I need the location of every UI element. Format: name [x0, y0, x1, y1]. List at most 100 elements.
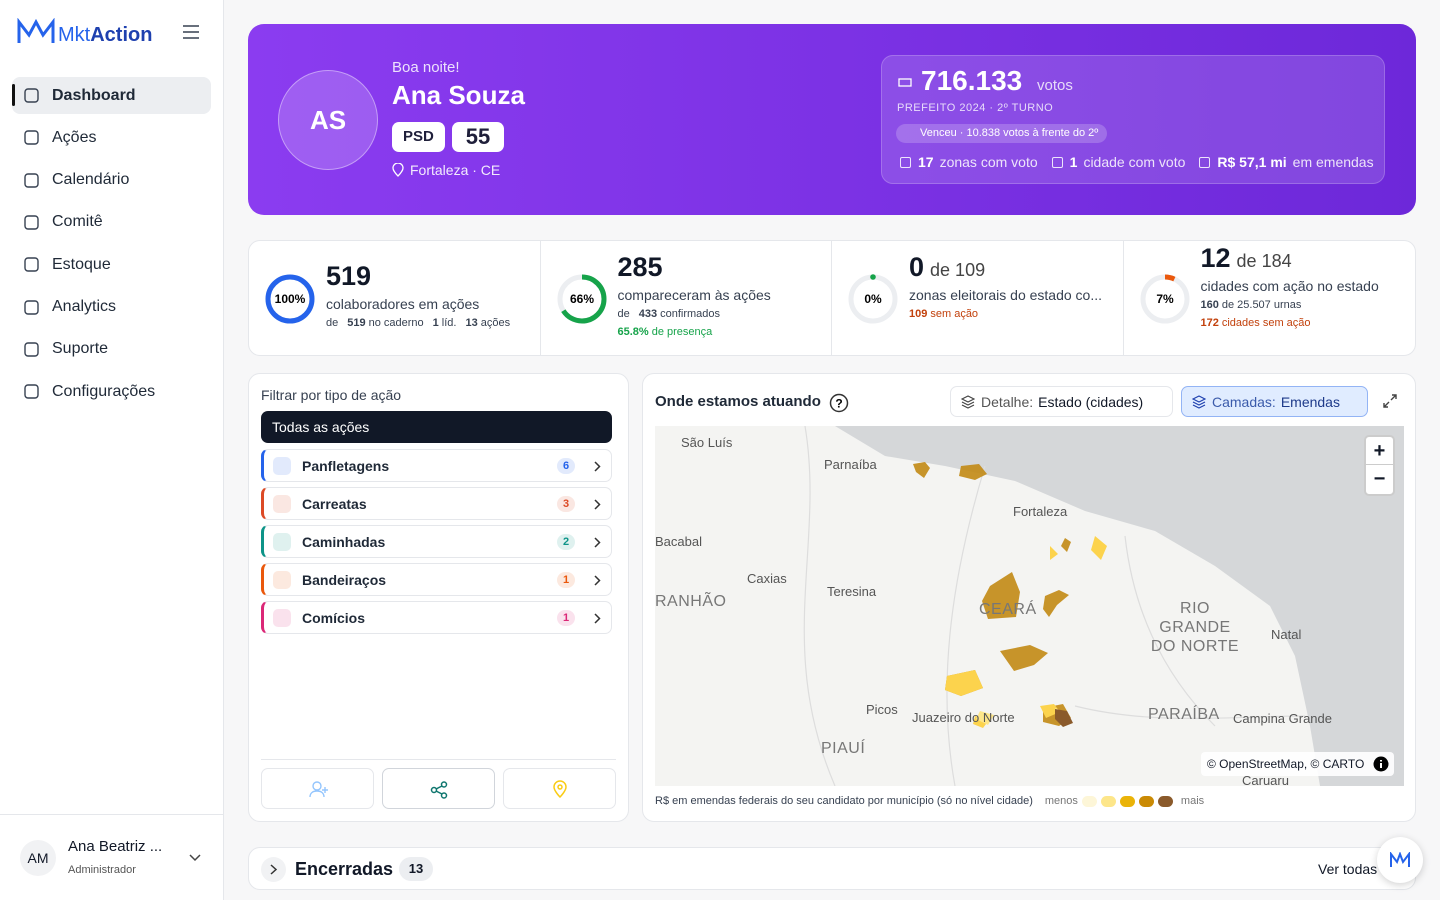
detail-part: de presença	[651, 326, 713, 338]
map-label: Natal	[1271, 627, 1302, 642]
detail-select[interactable]: Detalhe: Estado (cidades)	[950, 386, 1173, 417]
assistant-button[interactable]	[1377, 837, 1423, 883]
nav-item[interactable]: Estoque	[12, 246, 211, 283]
nav-icon	[24, 299, 39, 315]
progress-ring: 66%	[557, 274, 606, 324]
kpi-caption: zonas eleitorais do estado co...	[909, 287, 1103, 303]
filter-icon	[273, 533, 291, 551]
map-title: Onde estamos atuando	[655, 393, 821, 410]
info-icon[interactable]	[1373, 756, 1389, 772]
nav-item[interactable]: Calendário	[12, 162, 211, 199]
ring-arc	[1140, 274, 1189, 324]
nav-item[interactable]: Suporte	[12, 331, 211, 368]
map-label: PARAÍBA	[1148, 706, 1220, 723]
map-label: PIAUÍ	[821, 740, 866, 757]
nav-item[interactable]: Dashboard	[12, 77, 211, 114]
zoom-in[interactable]: +	[1366, 437, 1393, 465]
kpi-caption: cidades com ação no estado	[1200, 278, 1379, 294]
chevron-path	[594, 461, 601, 472]
chevron-path	[594, 499, 601, 510]
icon-shape	[24, 384, 39, 399]
detail-part: 13	[465, 317, 478, 329]
detail-part: 109	[909, 308, 928, 320]
nav-item[interactable]: Ações	[12, 119, 211, 156]
filter-item[interactable]: Panfletagens 6	[261, 449, 612, 482]
filter-count: 1	[557, 572, 575, 588]
share-button[interactable]	[382, 768, 495, 809]
closed-count: 13	[399, 857, 433, 881]
chevron-path	[594, 575, 601, 586]
user-role: Administrador	[68, 864, 136, 876]
ring-arc	[870, 274, 876, 280]
zoom-out[interactable]: −	[1373, 468, 1386, 490]
filter-item[interactable]: Comícios 1	[261, 601, 612, 634]
kpi-main: 285	[618, 252, 663, 283]
closed-title: Encerradas	[295, 859, 394, 879]
nav-item[interactable]: Comitê	[12, 204, 211, 241]
ring-label: 100%	[275, 292, 306, 306]
result-box: 716.133 votos PREFEITO 2024 · 2º TURNO V…	[881, 55, 1385, 184]
legend-caption: R$ em emendas federais do seu candidato …	[655, 795, 1033, 807]
kpi-main: 12 de 184	[1201, 243, 1292, 274]
hero-stat-value: 1	[1069, 154, 1078, 170]
user-box[interactable]: AM Ana Beatriz ... Administrador	[0, 814, 223, 900]
map-label: Caxias	[747, 571, 787, 586]
chevron	[594, 575, 601, 586]
nav-icon	[24, 342, 39, 357]
filter-item[interactable]: Caminhadas 2	[261, 525, 612, 558]
location-button[interactable]	[503, 768, 616, 809]
detail-part: confirmados	[660, 308, 721, 320]
add-user-button[interactable]	[261, 768, 374, 809]
progress-ring: 0%	[848, 274, 898, 324]
nav-item[interactable]: Configurações	[12, 373, 211, 410]
filter-icon	[273, 495, 291, 513]
chevron	[189, 854, 201, 862]
filter-item[interactable]: Carreatas 3	[261, 487, 612, 520]
avatar: AS	[278, 70, 378, 170]
map[interactable]: + − © OpenStreetMap, © CARTO São Luís Par…	[655, 426, 1404, 786]
filter-card: Filtrar por tipo de ação Todas as ações …	[248, 373, 629, 822]
map-label: CEARÁ	[979, 601, 1037, 618]
filter-label: Panfletagens	[302, 457, 390, 474]
sidebar: MktAction Dashboard Ações Calendário Comitê…	[0, 0, 224, 900]
legend-swatch	[1119, 795, 1135, 807]
nav-icon	[24, 172, 39, 188]
kpi-of: de 184	[1236, 251, 1292, 271]
closed-section: Encerradas 13 Ver todas	[248, 847, 1416, 890]
filter-all[interactable]: Todas as ações	[261, 411, 612, 443]
layers-select[interactable]: Camadas: Emendas	[1181, 386, 1368, 417]
votes-unit: votos	[1037, 77, 1073, 94]
detail-label: Detalhe:	[981, 393, 1034, 410]
nav-item[interactable]: Analytics	[12, 289, 211, 326]
active-indicator	[12, 84, 15, 106]
nav-icon	[24, 384, 39, 399]
brand-suffix: Action	[90, 24, 153, 46]
user-name: Ana Beatriz ...	[68, 838, 163, 855]
expand-icon[interactable]	[1383, 394, 1397, 408]
map-label: Bacabal	[655, 534, 702, 549]
filter-item[interactable]: Bandeiraços 1	[261, 563, 612, 596]
detail-part: 1	[432, 317, 439, 329]
filter-count: 1	[557, 610, 575, 626]
kpi-detail: 172 cidades sem ação	[1201, 317, 1311, 329]
detail-part: de	[326, 317, 339, 329]
detail-value: Estado (cidades)	[1038, 393, 1144, 410]
layers-label: Camadas:	[1212, 393, 1276, 410]
icon-shape	[24, 215, 39, 230]
filter-icon	[273, 457, 291, 475]
hero: AS Boa noite! Ana Souza PSD 55 Fortaleza…	[248, 24, 1416, 215]
progress-ring: 100%	[265, 274, 315, 324]
see-all[interactable]: Ver todas	[1318, 861, 1378, 877]
attribution: © OpenStreetMap, © CARTO	[1201, 752, 1395, 776]
legend-swatch	[1157, 795, 1173, 807]
kpi-detail: de 433 confirmados	[618, 308, 721, 320]
ring-arc	[557, 274, 606, 324]
filter-label: Caminhadas	[302, 533, 386, 550]
detail-part: 160	[1200, 299, 1219, 311]
menu-toggle[interactable]	[182, 24, 200, 40]
brand: MktAction	[58, 24, 152, 47]
zoom-control: + −	[1364, 435, 1395, 496]
help-icon[interactable]: ?	[829, 393, 849, 413]
filter-count: 3	[557, 496, 575, 512]
expand-button[interactable]	[261, 857, 286, 882]
